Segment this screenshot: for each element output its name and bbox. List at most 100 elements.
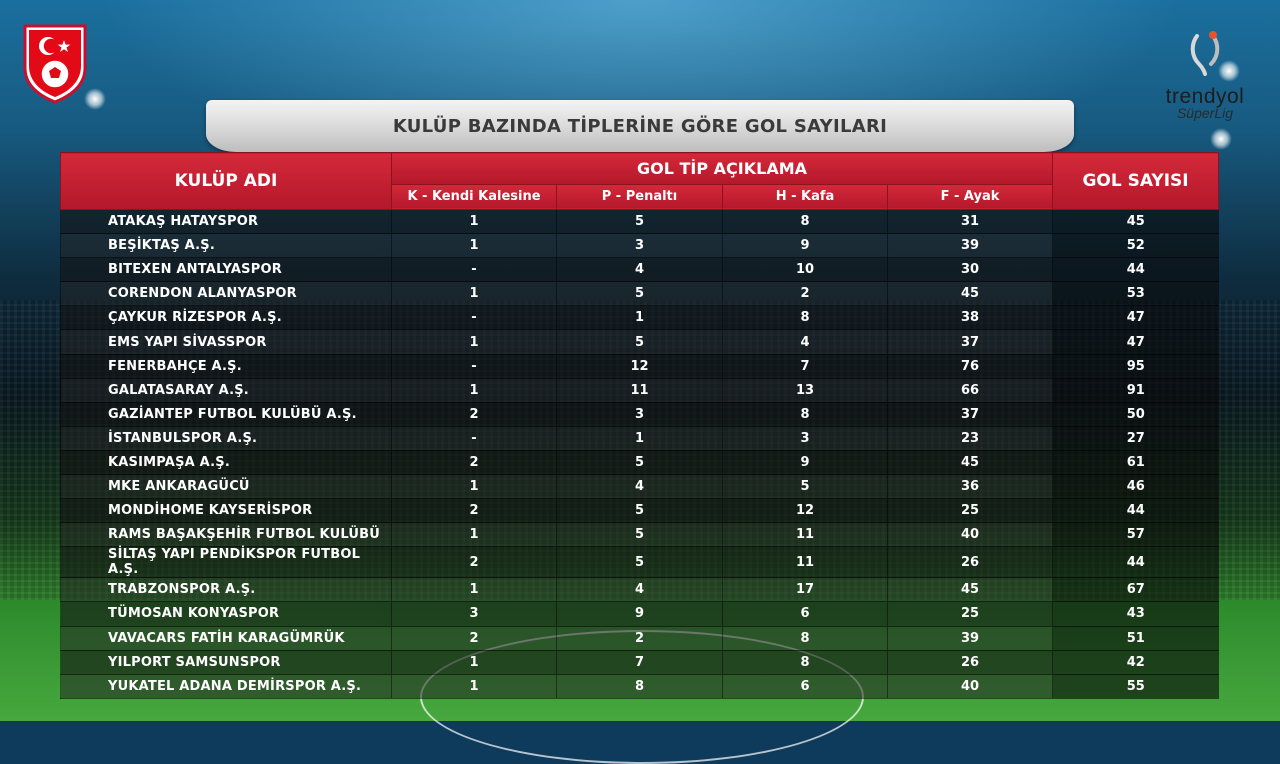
table-row: VAVACARS FATİH KARAGÜMRÜK 2 2 8 39 51 [60,626,1219,651]
table-row: GAZİANTEP FUTBOL KULÜBÜ A.Ş. 2 3 8 37 50 [60,402,1219,427]
club-name-cell: GALATASARAY A.Ş. [60,378,392,403]
total-goals-cell: 46 [1052,474,1219,500]
total-goals-cell: 47 [1052,329,1219,355]
foot-goal-cell: 37 [886,329,1053,355]
own-goal-cell: 2 [391,626,557,651]
foot-goal-cell: 25 [886,498,1053,524]
header-goal-cell: 8 [722,402,888,427]
header-goal-cell: 8 [722,209,888,235]
page-title: KULÜP BAZINDA TİPLERİNE GÖRE GOL SAYILAR… [392,115,888,137]
floodlight [1218,60,1240,82]
penalty-cell: 5 [556,209,723,235]
floodlight [84,88,106,110]
club-name-cell: TRABZONSPOR A.Ş. [60,577,392,603]
header-goal-cell: 8 [722,626,888,651]
club-name-cell: YILPORT SAMSUNSPOR [60,650,392,675]
table-row: YUKATEL ADANA DEMİRSPOR A.Ş. 1 8 6 40 55 [60,674,1219,699]
table-row: FENERBAHÇE A.Ş. -12 7 76 95 [60,354,1219,379]
penalty-cell: 3 [556,233,723,259]
penalty-cell: 4 [556,257,723,283]
total-goals-cell: 67 [1052,577,1219,603]
header-club: KULÜP ADI [60,152,392,210]
table-row: ATAKAŞ HATAYSPOR 1 5 8 31 45 [60,209,1219,235]
header-goal-cell: 10 [722,257,888,283]
foot-goal-cell: 37 [886,402,1053,427]
own-goal-cell: - [391,257,557,283]
header-goal-cell: 3 [722,426,888,451]
foot-goal-cell: 25 [886,601,1053,627]
own-goal-cell: 1 [391,378,557,403]
penalty-cell: 12 [556,354,723,379]
own-goal-cell: 1 [391,233,557,259]
penalty-cell: 7 [556,650,723,675]
own-goal-cell: 1 [391,522,557,548]
header-type-h: H - Kafa [722,183,888,211]
own-goal-cell: 2 [391,498,557,524]
own-goal-cell: - [391,426,557,451]
club-name-cell: ATAKAŞ HATAYSPOR [60,209,392,235]
foot-goal-cell: 26 [886,650,1053,675]
foot-goal-cell: 23 [886,426,1053,451]
header-goal-cell: 9 [722,233,888,259]
foot-goal-cell: 38 [886,305,1053,331]
tff-logo [20,22,90,104]
header-type-f: F - Ayak [886,183,1054,211]
club-name-cell: ÇAYKUR RİZESPOR A.Ş. [60,305,392,331]
club-name-cell: BEŞİKTAŞ A.Ş. [60,233,392,259]
table-row: BITEXEN ANTALYASPOR -4 10 30 44 [60,257,1219,283]
penalty-cell: 5 [556,450,723,476]
own-goal-cell: 1 [391,281,557,307]
club-name-cell: TÜMOSAN KONYASPOR [60,601,392,627]
table-row: TRABZONSPOR A.Ş. 1 4 17 45 67 [60,577,1219,603]
header-total: GOL SAYISI [1052,152,1220,210]
own-goal-cell: 2 [391,450,557,476]
club-name-cell: YUKATEL ADANA DEMİRSPOR A.Ş. [60,674,392,699]
table-body: ATAKAŞ HATAYSPOR 1 5 8 31 45 BEŞİKTAŞ A.Ş. 1 3 9 3… [60,209,1219,699]
total-goals-cell: 51 [1052,626,1219,651]
penalty-cell: 5 [556,281,723,307]
club-name-cell: MKE ANKARAGÜCÜ [60,474,392,500]
table-row: SİLTAŞ YAPI PENDİKSPOR FUTBOL A.Ş. 2 5 11 26… [60,546,1219,579]
own-goal-cell: - [391,305,557,331]
penalty-cell: 3 [556,402,723,427]
total-goals-cell: 47 [1052,305,1219,331]
header-goal-cell: 12 [722,498,888,524]
header-goal-cell: 17 [722,577,888,603]
table-row: MKE ANKARAGÜCÜ 1 4 5 36 46 [60,474,1219,500]
table-row: YILPORT SAMSUNSPOR 1 7 8 26 42 [60,650,1219,675]
foot-goal-cell: 36 [886,474,1053,500]
table-row: TÜMOSAN KONYASPOR 3 9 6 25 43 [60,601,1219,627]
table-row: KASIMPAŞA A.Ş. 2 5 9 45 61 [60,450,1219,476]
header-goal-cell: 8 [722,305,888,331]
total-goals-cell: 43 [1052,601,1219,627]
foot-goal-cell: 45 [886,450,1053,476]
own-goal-cell: 3 [391,601,557,627]
total-goals-cell: 55 [1052,674,1219,699]
league-sub: SüperLig [1176,105,1234,121]
foot-goal-cell: 39 [886,233,1053,259]
table-row: ÇAYKUR RİZESPOR A.Ş. -1 8 38 47 [60,305,1219,331]
header-goal-cell: 6 [722,601,888,627]
penalty-cell: 4 [556,474,723,500]
penalty-cell: 1 [556,305,723,331]
penalty-cell: 5 [556,498,723,524]
foot-goal-cell: 76 [886,354,1053,379]
club-name-cell: İSTANBULSPOR A.Ş. [60,426,392,451]
header-goal-cell: 11 [722,522,888,548]
club-name-cell: KASIMPAŞA A.Ş. [60,450,392,476]
league-brand: trendyol [1165,85,1245,108]
total-goals-cell: 44 [1052,257,1219,283]
floodlight [1210,128,1232,150]
penalty-cell: 1 [556,426,723,451]
total-goals-cell: 50 [1052,402,1219,427]
goals-table: KULÜP ADI GOL TİP AÇIKLAMA GOL SAYISI K … [60,152,1220,699]
header-goal-cell: 2 [722,281,888,307]
club-name-cell: BITEXEN ANTALYASPOR [60,257,392,283]
table-row: RAMS BAŞAKŞEHİR FUTBOL KULÜBÜ 1 5 11 40 57 [60,522,1219,548]
foot-goal-cell: 45 [886,577,1053,603]
penalty-cell: 8 [556,674,723,699]
foot-goal-cell: 45 [886,281,1053,307]
table-row: GALATASARAY A.Ş. 1 11 13 66 91 [60,378,1219,403]
own-goal-cell: 1 [391,577,557,603]
foot-goal-cell: 66 [886,378,1053,403]
